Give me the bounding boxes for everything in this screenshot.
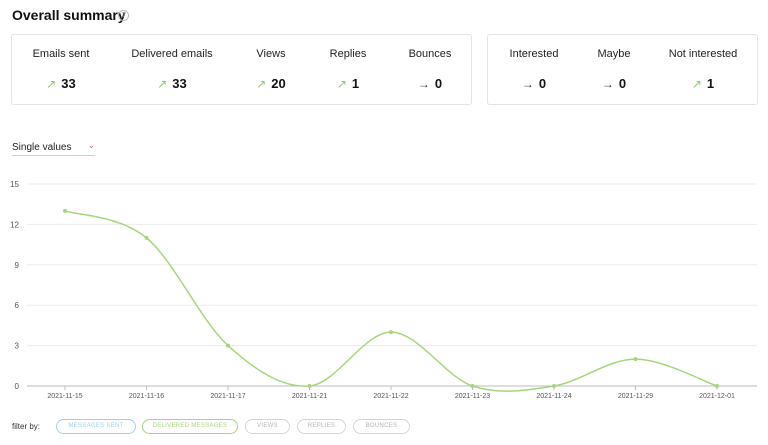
question-circle-icon[interactable]: ? <box>118 10 129 21</box>
line-chart: 0 3 6 9 12 15 2021-11-15 2021-11-16 2021-11-17 20… <box>10 180 757 400</box>
trend-flat-icon: → <box>521 77 534 91</box>
data-point <box>715 384 719 388</box>
summary-card: Emails sent ↗ 33 Delivered emails ↗ 33 Vie… <box>11 34 472 105</box>
x-tick-label: 2021-11-15 <box>47 393 82 400</box>
stat-value: ↗ 1 <box>691 76 715 91</box>
x-tick-label: 2021-11-29 <box>618 393 653 400</box>
filter-chip-bounces[interactable]: BOUNCES <box>353 419 410 434</box>
stat-value: ↗ 33 <box>157 76 187 91</box>
filter-chip-replies[interactable]: REPLIES <box>297 419 346 434</box>
x-tick-label: 2021-11-16 <box>129 393 164 400</box>
page-title: Overall summary <box>12 7 126 23</box>
stat-label: Interested <box>509 48 559 60</box>
responses-card: Interested → 0 Maybe → 0 Not interested ↗ 1 <box>487 34 758 105</box>
stat-label: Bounces <box>408 48 452 60</box>
filter-chip-views[interactable]: VIEWS <box>245 419 290 434</box>
stat-label: Emails sent <box>32 48 90 60</box>
x-tick-label: 2021-11-22 <box>373 393 408 400</box>
stat-label: Maybe <box>597 48 631 60</box>
trend-flat-icon: → <box>601 77 614 91</box>
x-tick-label: 2021-11-24 <box>536 393 571 400</box>
chevron-down-icon: ⌄ <box>87 140 95 150</box>
y-tick-label: 6 <box>15 301 20 310</box>
stat-value: → 0 <box>601 76 627 91</box>
data-point <box>389 330 393 335</box>
data-point <box>633 357 638 362</box>
trend-up-icon: ↗ <box>157 77 168 91</box>
trend-up-icon: ↗ <box>46 77 57 91</box>
trend-up-icon: ↗ <box>691 77 702 91</box>
filter-chip-messages-sent[interactable]: MESSAGES SENT <box>56 419 136 434</box>
data-point <box>307 384 312 388</box>
stat-label: Delivered emails <box>131 48 213 60</box>
view-mode-select[interactable]: Single values ⌄ <box>12 140 95 156</box>
stat-value: ↗ 1 <box>336 76 360 91</box>
y-tick-label: 15 <box>10 180 19 189</box>
y-tick-label: 12 <box>10 220 19 229</box>
stat-value: ↗ 33 <box>46 76 76 91</box>
filter-chip-delivered-messages[interactable]: DELIVERED MESSAGES <box>142 419 238 434</box>
trend-up-icon: ↗ <box>256 77 267 91</box>
trend-up-icon: ↗ <box>336 77 347 91</box>
y-tick-label: 3 <box>15 342 20 351</box>
trend-flat-icon: → <box>417 77 430 91</box>
x-tick-label: 2021-11-21 <box>292 393 327 400</box>
y-tick-label: 9 <box>15 261 20 270</box>
data-point <box>63 208 67 213</box>
filter-label: filter by: <box>12 422 41 431</box>
x-tick-label: 2021-11-23 <box>455 393 490 400</box>
y-tick-label: 0 <box>15 382 20 391</box>
stat-value: ↗ 20 <box>256 76 286 91</box>
data-point <box>144 235 149 240</box>
stat-label: Not interested <box>668 48 738 60</box>
x-tick-label: 2021-12-01 <box>699 393 735 400</box>
view-mode-value: Single values <box>12 142 72 153</box>
data-point <box>552 384 556 388</box>
data-point <box>226 343 230 348</box>
x-tick-label: 2021-11-17 <box>210 393 245 400</box>
stat-value: → 0 <box>521 76 547 91</box>
data-point <box>470 384 475 388</box>
stat-label: Views <box>256 48 286 60</box>
stat-value: → 0 <box>417 76 443 91</box>
stat-label: Replies <box>329 48 367 60</box>
series-line <box>64 210 718 392</box>
